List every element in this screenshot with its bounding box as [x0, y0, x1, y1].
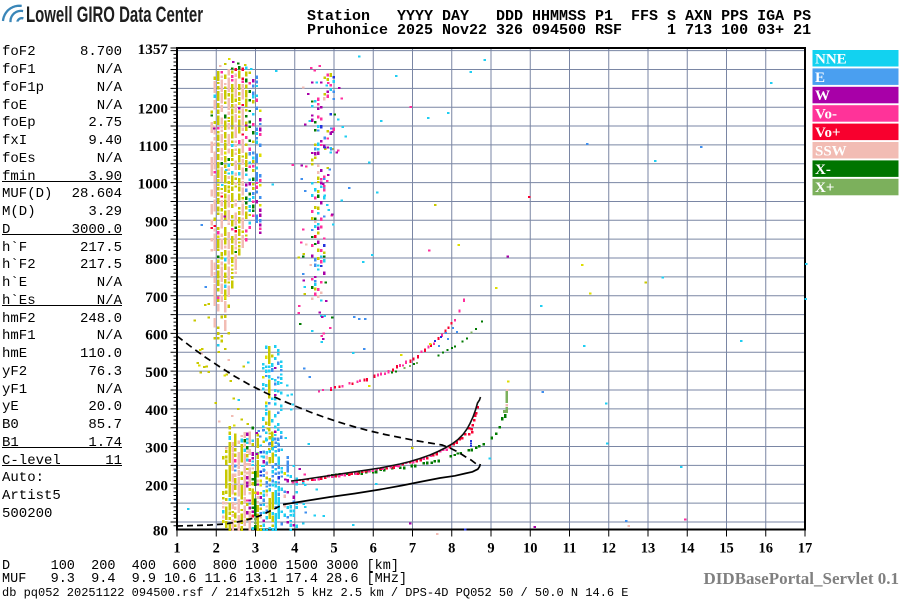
svg-text:500: 500 [145, 364, 168, 381]
svg-text:13: 13 [641, 541, 656, 557]
svg-text:9: 9 [487, 541, 494, 557]
svg-text:SSW: SSW [815, 143, 847, 159]
svg-text:300: 300 [145, 440, 168, 457]
svg-text:200: 200 [145, 477, 168, 494]
svg-text:400: 400 [145, 402, 168, 419]
svg-text:1100: 1100 [138, 138, 168, 155]
svg-text:16: 16 [759, 541, 774, 557]
svg-text:NNE: NNE [815, 51, 847, 67]
svg-text:W: W [815, 88, 830, 104]
svg-text:80: 80 [153, 523, 169, 540]
svg-text:X+: X+ [815, 180, 834, 196]
svg-text:Vo-: Vo- [815, 107, 837, 123]
svg-text:1000: 1000 [138, 176, 169, 193]
svg-text:1: 1 [173, 541, 180, 557]
svg-text:5: 5 [330, 541, 337, 557]
svg-text:1200: 1200 [138, 100, 169, 117]
svg-text:10: 10 [523, 541, 538, 557]
svg-text:3: 3 [252, 541, 259, 557]
svg-text:7: 7 [409, 541, 416, 557]
svg-text:600: 600 [145, 327, 168, 344]
svg-text:11: 11 [563, 541, 577, 557]
svg-text:12: 12 [602, 541, 617, 557]
svg-text:14: 14 [680, 541, 695, 557]
svg-text:800: 800 [145, 251, 168, 268]
svg-text:6: 6 [370, 541, 377, 557]
svg-text:E: E [815, 70, 825, 86]
svg-text:17: 17 [798, 541, 813, 557]
svg-text:1357: 1357 [138, 41, 169, 58]
svg-text:4: 4 [291, 541, 298, 557]
svg-text:2: 2 [213, 541, 220, 557]
svg-text:X-: X- [815, 162, 831, 178]
svg-text:900: 900 [145, 213, 168, 230]
svg-text:15: 15 [719, 541, 734, 557]
svg-text:8: 8 [448, 541, 455, 557]
svg-text:Vo+: Vo+ [815, 125, 841, 141]
svg-text:700: 700 [145, 289, 168, 306]
